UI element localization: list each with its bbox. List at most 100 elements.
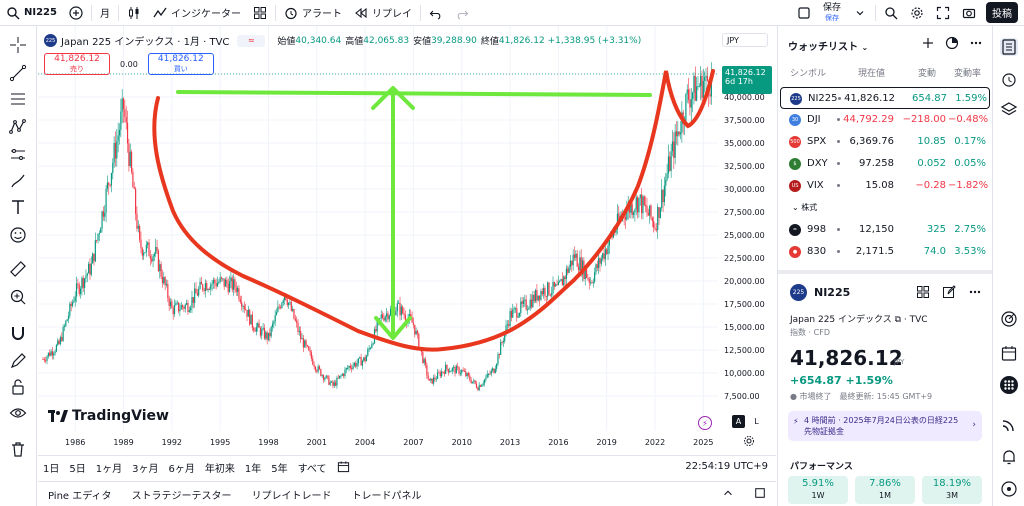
watchlist-row[interactable]: $ DXY 97.258 0.052 0.05% [780,153,990,175]
add-symbol-icon[interactable] [921,36,935,50]
buy-button[interactable]: 41,826.12 買い [147,53,214,75]
save-menu-button[interactable] [847,0,873,26]
text-tool[interactable] [9,198,27,216]
legend-toggle[interactable]: ≈ [237,34,266,47]
redo-button[interactable] [449,0,475,26]
price-axis[interactable]: 42,500.0040,000.0037,500.0035,000.0032,5… [724,70,765,401]
layout-toggle-button[interactable] [791,0,817,26]
grid-icon[interactable] [916,285,930,299]
col-change[interactable]: 変動 [918,69,937,79]
replay-button[interactable]: リプレイ [348,0,418,26]
perf-1w[interactable]: 5.91% 1W [788,476,848,504]
quick-search-button[interactable] [878,0,904,26]
detail-symbol[interactable]: NI225 [814,286,851,299]
col-symbol[interactable]: シンボル [790,69,827,79]
crosshair-tool[interactable] [9,36,27,54]
axis-settings-icon[interactable] [743,435,755,447]
calendar-rail-button[interactable] [1000,344,1018,362]
fullscreen-button[interactable] [930,0,956,26]
utc-clock[interactable]: 22:54:19 UTC+9 [685,461,768,472]
trash-tool[interactable] [9,440,27,458]
fib-tool[interactable] [9,90,27,108]
tf-3m[interactable]: 3ヶ月 [132,464,159,475]
tf-5d[interactable]: 5日 [69,464,86,475]
sell-button[interactable]: 41,826.12 売り [44,53,110,75]
tradingview-logo[interactable]: TradingView [48,408,169,424]
indicators-button[interactable]: インジケーター [147,0,247,26]
currency-selector[interactable]: JPY [722,33,768,47]
save-button[interactable]: 保存 保存 [817,3,847,23]
snapshot-button[interactable] [956,0,982,26]
tab-pine-editor[interactable]: Pine エディタ [48,490,112,502]
advanced-view-icon[interactable] [945,36,959,50]
news-banner[interactable]: ⚡ 4 時間前 · 2025年7月24日公表の日経225先物証拠金 › [788,411,982,441]
undo-button[interactable] [423,0,449,26]
watchlist-title[interactable]: ウォッチリスト ⌄ [788,38,868,53]
layers-rail-button[interactable] [1000,100,1018,118]
watchlist-row[interactable]: 225 NI225 41,826.12 654.87 1.59% [780,87,990,109]
tf-1y[interactable]: 1年 [244,464,262,475]
lock-tool[interactable] [9,378,27,396]
tf-ytd[interactable]: 年初来 [204,464,235,475]
tf-5y[interactable]: 5年 [271,464,288,475]
alerts-rail-button[interactable] [1000,70,1018,88]
pattern-tool[interactable] [9,118,27,136]
post-button[interactable]: 投稿 [986,2,1018,23]
tf-6m[interactable]: 6ヶ月 [168,464,195,475]
stay-in-draw-tool[interactable] [9,352,27,370]
legend-title[interactable]: Japan 225 インデックス · 1月 · TVC [61,37,230,48]
chart-type-button[interactable] [121,0,147,26]
watchlist-row[interactable]: = 998 12,150 325 2.75% [780,219,990,241]
col-last[interactable]: 現在値 [858,69,886,79]
eye-tool[interactable] [9,404,27,422]
more-options-icon[interactable] [968,285,982,299]
maximize-panel-button[interactable] [744,487,776,502]
settings-button[interactable] [904,0,930,26]
watchlist-row[interactable]: 30 DJI 44,792.29 −218.00 −0.48% [780,109,990,131]
magnet-tool[interactable] [9,324,27,342]
notifications-rail-button[interactable] [1000,448,1018,466]
perf-1m[interactable]: 7.86% 1M [855,476,915,504]
zoom-in-tool[interactable] [9,288,27,306]
candle-body [365,355,368,362]
detail-name[interactable]: Japan 225 インデックス ⧉ · TVC [790,315,928,325]
log-scale-button[interactable]: L [754,417,759,426]
forecast-tool[interactable] [9,146,27,164]
date-range-icon[interactable] [332,460,355,476]
hotlist-rail-button[interactable] [1000,310,1018,328]
watchlist-rail-button[interactable] [1000,38,1018,56]
symbol-search-button[interactable]: NI225 [0,0,63,26]
lightning-icon[interactable]: ⚡ [698,416,712,430]
chart-pane[interactable]: 42,500.0040,000.0037,500.0035,000.0032,5… [38,26,776,481]
apps-rail-button[interactable] [1000,376,1018,394]
watchlist-row[interactable]: 500 SPX 6,369.76 10.85 0.17% [780,131,990,153]
section-header-stocks[interactable]: ⌄ 株式 [792,203,818,212]
emoji-tool[interactable] [9,226,27,244]
collapse-panel-button[interactable] [712,487,744,502]
more-options-icon[interactable] [969,36,983,50]
alert-button[interactable]: アラート [278,0,348,26]
stream-rail-button[interactable] [1000,416,1018,434]
help-rail-button[interactable] [1000,480,1018,498]
layouts-button[interactable] [247,0,273,26]
row-change: 10.85 [917,136,946,147]
col-change-pct[interactable]: 変動率 [954,69,982,79]
compare-button[interactable] [63,0,89,26]
tab-replay-trade[interactable]: リプレイトレード [251,490,332,502]
tab-strategy-tester[interactable]: ストラテジーテスター [131,490,232,502]
perf-3m[interactable]: 18.19% 3M [922,476,982,504]
auto-scale-button[interactable]: A [732,415,745,428]
watchlist-row[interactable]: US VIX 15.08 −0.28 −1.82% [780,175,990,197]
brush-tool[interactable] [9,172,27,190]
tf-1d[interactable]: 1日 [43,464,60,475]
edit-icon[interactable] [942,285,956,299]
ruler-tool[interactable] [9,260,27,278]
watchlist-row[interactable]: ● 830 2,171.5 74.0 3.53% [780,241,990,263]
tab-trade-panel[interactable]: トレードパネル [351,490,422,502]
trend-line-tool[interactable] [9,64,27,82]
interval-button[interactable]: 月 [99,9,110,20]
price-chart[interactable]: 42,500.0040,000.0037,500.0035,000.0032,5… [38,26,776,481]
tf-1m[interactable]: 1ヶ月 [95,464,123,475]
tf-all[interactable]: すべて [297,464,327,475]
time-axis[interactable]: 1986 1989 1992 1995 1998 2001 2004 2007 2010 2013… [65,438,713,447]
